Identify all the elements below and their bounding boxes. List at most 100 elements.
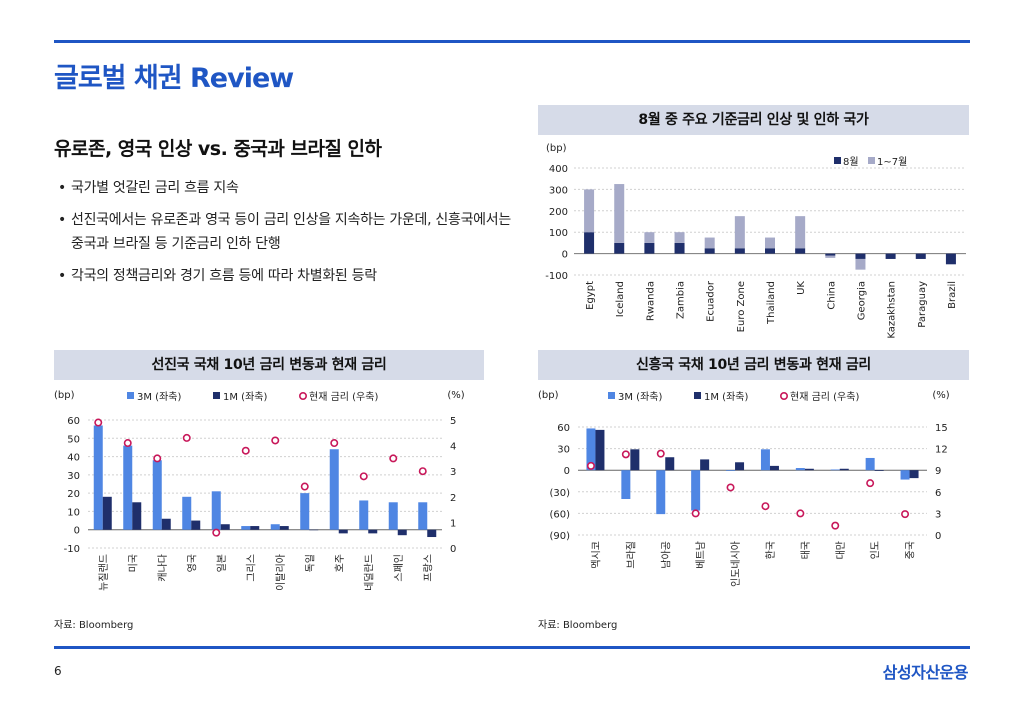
bar-1: [909, 470, 919, 479]
y-tick-label: 0: [564, 466, 570, 477]
bar-uk: [795, 248, 806, 254]
bar-0: [123, 445, 133, 530]
rate-marker: [726, 483, 735, 492]
x-tick-label: UK: [796, 281, 807, 295]
bar-1: [735, 462, 745, 471]
bullet-item: 국가별 엇갈린 금리 흐름 지속: [58, 176, 518, 200]
x-tick-label: 인도네시아: [730, 541, 742, 587]
x-tick-label: 일본: [216, 554, 228, 572]
y-tick-label: 300: [549, 185, 568, 196]
bottom-rule: [54, 646, 970, 649]
x-tick-label: Iceland: [615, 281, 626, 317]
legend-label: 1~7월: [877, 156, 907, 168]
bar-zambia: [674, 242, 685, 254]
policy-rate-chart: (bp) 400 300 200 100 0 -100 Egypt Iceland Rwanda Z…: [545, 143, 966, 339]
x-tick-label: Egypt: [585, 281, 596, 310]
rate-marker: [271, 436, 280, 445]
y2-tick-label: 9: [935, 466, 941, 477]
y-tick-label: 10: [67, 507, 80, 518]
bar-euro-zone: [734, 216, 745, 249]
bar-0: [865, 457, 875, 471]
right-unit-label: (%): [447, 390, 464, 401]
bar-ecuador: [704, 248, 715, 254]
bullet-item: 선진국에서는 유로존과 영국 등이 금리 인상을 지속하는 가운데, 신흥국에서…: [58, 208, 518, 256]
rate-marker: [212, 528, 221, 537]
bar-1: [279, 526, 289, 530]
x-tick-label: 남아공: [660, 541, 672, 569]
bar-0: [329, 449, 339, 530]
rate-marker: [621, 450, 630, 459]
bar-1: [630, 449, 640, 471]
bar-0: [300, 493, 310, 530]
bar-zambia: [674, 232, 685, 243]
y2-tick-label: 6: [935, 488, 941, 499]
x-tick-label: Thailand: [766, 281, 777, 325]
bullet-item: 각국의 정책금리와 경기 흐름 등에 따라 차별화된 등락: [58, 264, 518, 288]
y-tick-label: 0: [74, 526, 80, 537]
y-tick-label: 30: [557, 445, 570, 456]
page-number: 6: [54, 664, 62, 678]
bar-1: [250, 526, 260, 530]
legend-swatch: [608, 392, 615, 399]
y2-tick-label: 3: [450, 467, 456, 478]
rate-marker: [691, 509, 700, 518]
legend-label: 1M (좌축): [223, 391, 267, 403]
bar-0: [795, 468, 805, 471]
bar-0: [621, 470, 631, 499]
x-tick-label: Ecuador: [706, 280, 717, 322]
brand-logo-text: 삼성자산운용: [882, 663, 969, 682]
em-source: 자료: Bloomberg: [538, 620, 618, 631]
bar-1: [427, 529, 437, 538]
y-tick-label: 50: [67, 434, 80, 445]
y-tick-label: -10: [64, 544, 80, 555]
bar-1: [397, 529, 407, 536]
x-tick-label: 대만: [835, 541, 847, 559]
legend-label: 현재 금리 (우축): [790, 391, 859, 403]
bar-euro-zone: [734, 248, 745, 254]
y-tick-label: 60: [67, 416, 80, 427]
rate-marker: [330, 439, 339, 448]
bar-1: [191, 520, 201, 530]
bar-paraguay: [915, 253, 926, 259]
rate-marker: [656, 449, 665, 458]
bar-1: [309, 529, 319, 531]
bar-thailand: [765, 248, 775, 254]
legend-swatch: [213, 392, 220, 399]
bar-0: [270, 524, 280, 530]
bar-1: [804, 468, 814, 471]
bar-1: [874, 470, 884, 471]
bar-0: [760, 449, 770, 471]
headline: 유로존, 영국 인상 vs. 중국과 브라질 인하: [54, 138, 382, 160]
x-tick-label: Zambia: [676, 281, 687, 319]
bar-1: [595, 429, 605, 471]
y2-tick-label: 15: [935, 423, 948, 434]
rate-marker: [796, 509, 805, 518]
bar-1: [338, 529, 348, 534]
x-tick-label: Euro Zone: [736, 281, 747, 332]
rate-marker: [359, 472, 368, 481]
page-title: 글로벌 채권 Review: [54, 63, 294, 94]
rate-marker: [901, 510, 910, 519]
x-tick-label: 영국: [186, 554, 198, 572]
y-tick-label: 200: [549, 207, 568, 218]
bar-brazil: [945, 253, 956, 265]
x-tick-label: 브라질: [625, 541, 637, 569]
legend-swatch: [694, 392, 701, 399]
bar-iceland: [614, 242, 625, 254]
em-chart-title: 신흥국 국채 10년 금리 변동과 현재 금리: [538, 350, 969, 380]
bullet-list: 국가별 엇갈린 금리 흐름 지속 선진국에서는 유로존과 영국 등이 금리 인상…: [58, 176, 518, 296]
x-tick-label: 한국: [765, 541, 777, 559]
rate-marker: [831, 521, 840, 530]
x-tick-label: 중국: [905, 541, 917, 559]
bar-1: [102, 496, 112, 530]
y2-tick-label: 0: [935, 531, 941, 542]
rate-marker: [761, 502, 770, 511]
y-tick-label: 30: [67, 471, 80, 482]
y-tick-label: 20: [67, 489, 80, 500]
rate-marker: [418, 467, 427, 476]
rate-marker: [153, 454, 162, 463]
legend-label: 8월: [843, 156, 859, 168]
y2-tick-label: 1: [450, 518, 456, 529]
bar-egypt: [584, 232, 595, 254]
